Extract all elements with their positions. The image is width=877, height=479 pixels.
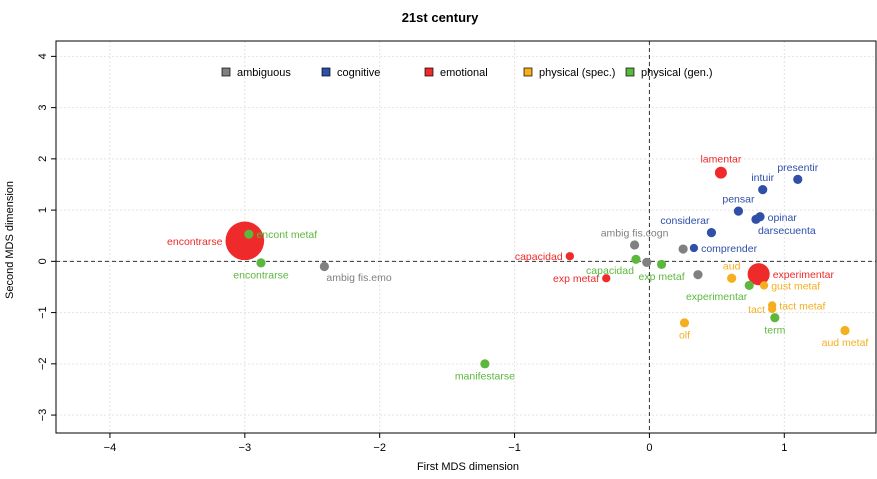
y-tick-label-1: −2	[37, 358, 49, 371]
point-label-27: olf	[679, 329, 690, 341]
point-5	[565, 252, 574, 261]
point-label-23: gust metaf	[771, 280, 820, 292]
x-tick-label-0: −4	[104, 442, 117, 454]
point-11	[678, 244, 688, 254]
x-tick-label-3: −1	[508, 442, 521, 454]
y-tick-label-4: 1	[37, 207, 49, 213]
point-label-7: ambig fis.cogn	[601, 227, 669, 239]
legend: ambiguous cognitive emotional physical (spe…	[221, 67, 713, 79]
point-15	[714, 166, 727, 179]
point-10	[656, 259, 667, 270]
point-26	[770, 313, 780, 323]
x-tick-label-1: −3	[239, 442, 252, 454]
reference-lines	[56, 41, 876, 433]
point-label-28: presentir	[777, 162, 818, 174]
y-tick-label-3: 0	[37, 258, 49, 264]
point-23	[759, 281, 769, 290]
point-18	[744, 280, 754, 291]
point-label-12: comprender	[701, 243, 758, 255]
point-label-1: encont metaf	[256, 229, 317, 241]
point-label-14: considerar	[660, 215, 710, 227]
legend-swatch-0	[221, 67, 231, 77]
point-label-15: lamentar	[700, 154, 741, 166]
legend-label-2: emotional	[440, 67, 488, 79]
point-label-5: capacidad	[515, 251, 563, 263]
legend-swatch-4	[625, 67, 635, 77]
legend-swatch-2	[424, 67, 434, 77]
legend-swatch-3	[523, 67, 533, 77]
x-axis: −4 −3 −2 −1 0 1	[104, 433, 787, 454]
point-label-3: ambig fis.emo	[326, 272, 392, 284]
x-axis-title: First MDS dimension	[417, 461, 519, 473]
point-27	[679, 318, 690, 328]
point-13	[693, 270, 703, 280]
point-label-8: capacidad	[586, 265, 634, 277]
point-25	[768, 304, 777, 314]
point-20	[747, 263, 770, 286]
point-12	[689, 243, 699, 253]
point-label-24: tact metaf	[779, 300, 825, 312]
y-tick-label-2: −1	[37, 306, 49, 319]
point-label-4: manifestarse	[455, 370, 515, 382]
point-0	[225, 221, 265, 261]
point-label-26: term	[764, 324, 785, 336]
point-21	[755, 212, 765, 222]
point-14	[706, 228, 717, 238]
point-1	[244, 229, 254, 239]
point-label-19: darsecuenta	[758, 225, 816, 237]
y-tick-label-0: −3	[37, 409, 49, 422]
point-3	[319, 261, 329, 272]
y-axis: −3 −2 −1 0 1 2 3 4	[37, 53, 56, 421]
point-9	[642, 257, 652, 267]
legend-label-4: physical (gen.)	[641, 67, 713, 79]
data-points	[225, 166, 850, 369]
point-label-20: experimentar	[773, 269, 835, 281]
point-4	[480, 359, 490, 369]
point-labels: encontrarse encont metaf encontrarse ambig …	[167, 154, 868, 383]
point-label-2: encontrarse	[233, 269, 289, 281]
chart-title: 21st century	[402, 10, 479, 25]
x-tick-label-5: 1	[781, 442, 787, 454]
legend-swatch-1	[321, 67, 331, 77]
point-8	[631, 254, 641, 264]
point-label-18: experimentar	[686, 291, 748, 303]
legend-label-0: ambiguous	[237, 67, 291, 79]
y-tick-label-7: 4	[37, 53, 49, 59]
y-tick-label-6: 3	[37, 105, 49, 111]
point-6	[602, 274, 611, 283]
point-7	[629, 240, 640, 250]
point-label-16: aud	[723, 261, 741, 273]
y-axis-title: Second MDS dimension	[4, 181, 16, 299]
point-label-22: intuir	[751, 172, 774, 184]
point-label-6: exp metaf	[553, 273, 599, 285]
legend-label-1: cognitive	[337, 67, 380, 79]
legend-label-3: physical (spec.)	[539, 67, 615, 79]
point-label-0: encontrarse	[167, 236, 223, 248]
point-29	[840, 325, 850, 336]
point-label-25: tact	[748, 304, 765, 316]
point-2	[256, 258, 266, 268]
point-22	[758, 185, 768, 195]
point-16	[727, 273, 737, 283]
point-28	[793, 174, 803, 184]
point-17	[733, 206, 744, 216]
x-tick-label-4: 0	[646, 442, 652, 454]
y-tick-label-5: 2	[37, 156, 49, 162]
x-tick-label-2: −2	[373, 442, 386, 454]
plot-frame	[55, 40, 877, 434]
point-label-10: exp metaf	[639, 271, 685, 283]
point-label-17: pensar	[722, 194, 755, 206]
point-label-21: opinar	[768, 212, 798, 224]
point-label-29: aud metaf	[822, 337, 869, 349]
